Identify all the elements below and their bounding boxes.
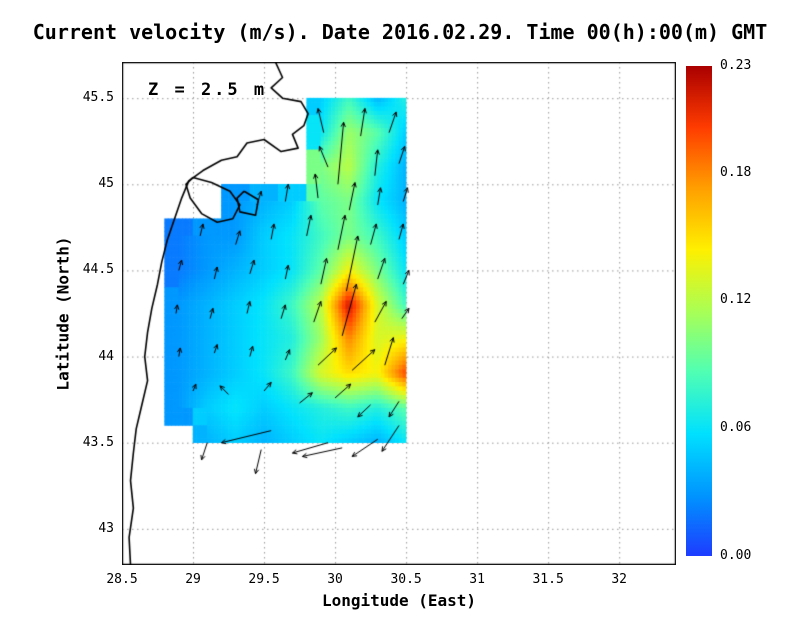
y-axis-label: Latitude (North) <box>53 236 73 391</box>
x-tick-label: 32 <box>611 572 627 587</box>
y-tick-label: 44 <box>98 348 114 364</box>
x-tick-label: 31 <box>469 572 485 587</box>
colorbar-tick-label: 0.18 <box>720 164 752 180</box>
x-tick-label: 29 <box>185 572 201 587</box>
y-tick-label: 45 <box>98 176 114 192</box>
chart-title: Current velocity (m/s). Date 2016.02.29.… <box>32 20 768 44</box>
x-tick-label: 30.5 <box>390 572 422 587</box>
y-tick-label: 44.5 <box>82 262 114 278</box>
x-tick-label: 28.5 <box>106 572 138 587</box>
colorbar-tick-label: 0.23 <box>720 58 752 73</box>
colorbar-tick-label: 0.00 <box>720 548 752 563</box>
y-tick-label: 43 <box>98 520 114 536</box>
depth-annotation: Z = 2.5 m <box>148 80 268 100</box>
y-tick-label: 43.5 <box>82 434 114 450</box>
colorbar <box>686 66 712 556</box>
colorbar-tick-label: 0.06 <box>720 420 752 436</box>
colorbar-tick-label: 0.12 <box>720 292 752 308</box>
x-tick-label: 29.5 <box>248 572 280 587</box>
y-axis-label-wrap: Latitude (North) <box>50 62 76 565</box>
y-tick-label: 45.5 <box>82 90 114 106</box>
x-tick-label: 30 <box>327 572 343 587</box>
velocity-map-canvas <box>122 62 676 565</box>
x-axis-label: Longitude (East) <box>321 591 477 610</box>
x-tick-label: 31.5 <box>532 572 564 587</box>
